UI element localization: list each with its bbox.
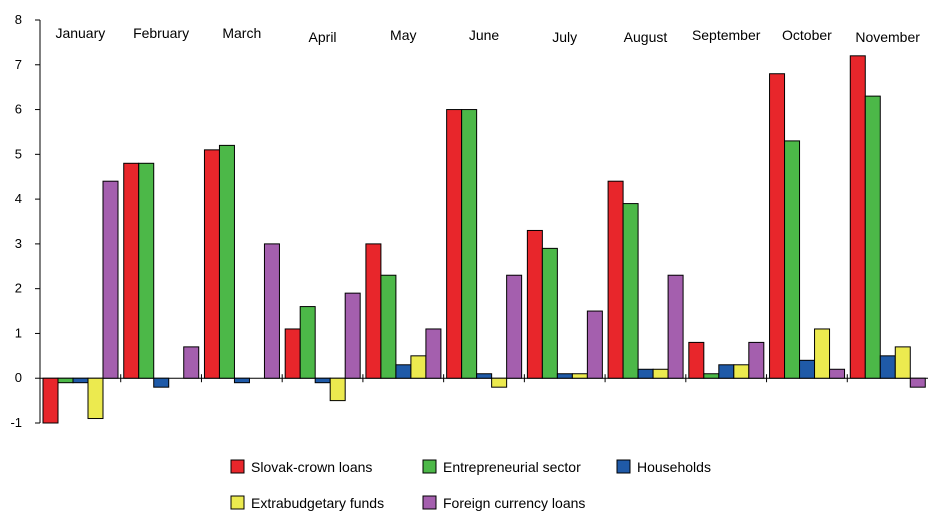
bar [526,229,543,379]
bar [138,162,155,379]
bar [864,95,881,379]
category-label: November [855,29,920,45]
bar [556,373,573,379]
bar [849,55,866,379]
bar [203,149,220,379]
category-label: September [692,27,761,43]
category-label: February [133,25,189,41]
category-label: October [782,27,832,43]
bar [183,346,200,379]
y-tick-label: 2 [15,281,22,296]
bar [365,243,382,379]
bar [218,144,235,379]
category-label: May [390,27,416,43]
legend-swatch [422,459,437,474]
bar [571,373,588,379]
y-tick-label: 5 [15,146,22,161]
category-label: April [309,29,337,45]
bar [667,274,684,379]
bar [395,364,412,379]
bar [733,364,750,379]
bar [814,328,831,379]
bar [380,274,397,379]
bar [586,310,603,379]
bar [102,180,119,379]
bar [909,377,926,388]
bar [299,306,316,379]
bar [344,292,361,379]
bar [329,377,346,402]
category-label: March [222,25,261,41]
legend-label: Slovak-crown loans [251,459,372,475]
bar [799,359,816,379]
y-tick-label: 3 [15,236,22,251]
y-tick-label: 6 [15,102,22,117]
bar [314,377,331,384]
category-label: June [469,27,500,43]
category-label: January [55,25,105,41]
bar [461,109,478,379]
legend-swatch [616,459,631,474]
bar [72,377,89,384]
bar [476,373,493,379]
legend-label: Entrepreneurial sector [443,459,581,475]
bar [607,180,624,379]
bar [879,355,896,379]
bar [153,377,170,388]
bar [410,355,427,379]
bar [87,377,104,420]
bar [446,109,463,379]
y-tick-label: 1 [15,325,22,340]
legend-label: Foreign currency loans [443,495,585,511]
y-tick-label: 7 [15,57,22,72]
bar [894,346,911,379]
bar [123,162,140,379]
bar [233,377,250,384]
legend-swatch [422,495,437,510]
bar [748,341,765,379]
legend-swatch [230,459,245,474]
y-tick-label: 4 [15,191,22,206]
bar [263,243,280,379]
category-label: July [552,29,577,45]
bar [42,377,59,424]
bar [769,73,786,379]
bar [622,203,639,379]
legend-label: Extrabudgetary funds [251,495,384,511]
bar [506,274,523,379]
y-tick-label: 0 [15,370,22,385]
bar [491,377,508,388]
category-label: August [624,29,668,45]
legend-swatch [230,495,245,510]
legend: Slovak-crown loans Entrepreneurial sector… [230,459,711,511]
category-labels: January February March April May June July Augu… [55,25,920,45]
y-tick-label: -1 [10,415,22,430]
bar [637,368,654,379]
bar [541,247,558,379]
bar [652,368,669,379]
bar [57,377,74,384]
bar [703,373,720,379]
bar [784,140,801,379]
bar [688,341,705,379]
legend-label: Households [637,459,711,475]
bar [829,368,846,379]
bar [718,364,735,379]
bars [42,55,926,424]
bar [284,328,301,379]
y-tick-label: 8 [15,12,22,27]
bar [425,328,442,379]
